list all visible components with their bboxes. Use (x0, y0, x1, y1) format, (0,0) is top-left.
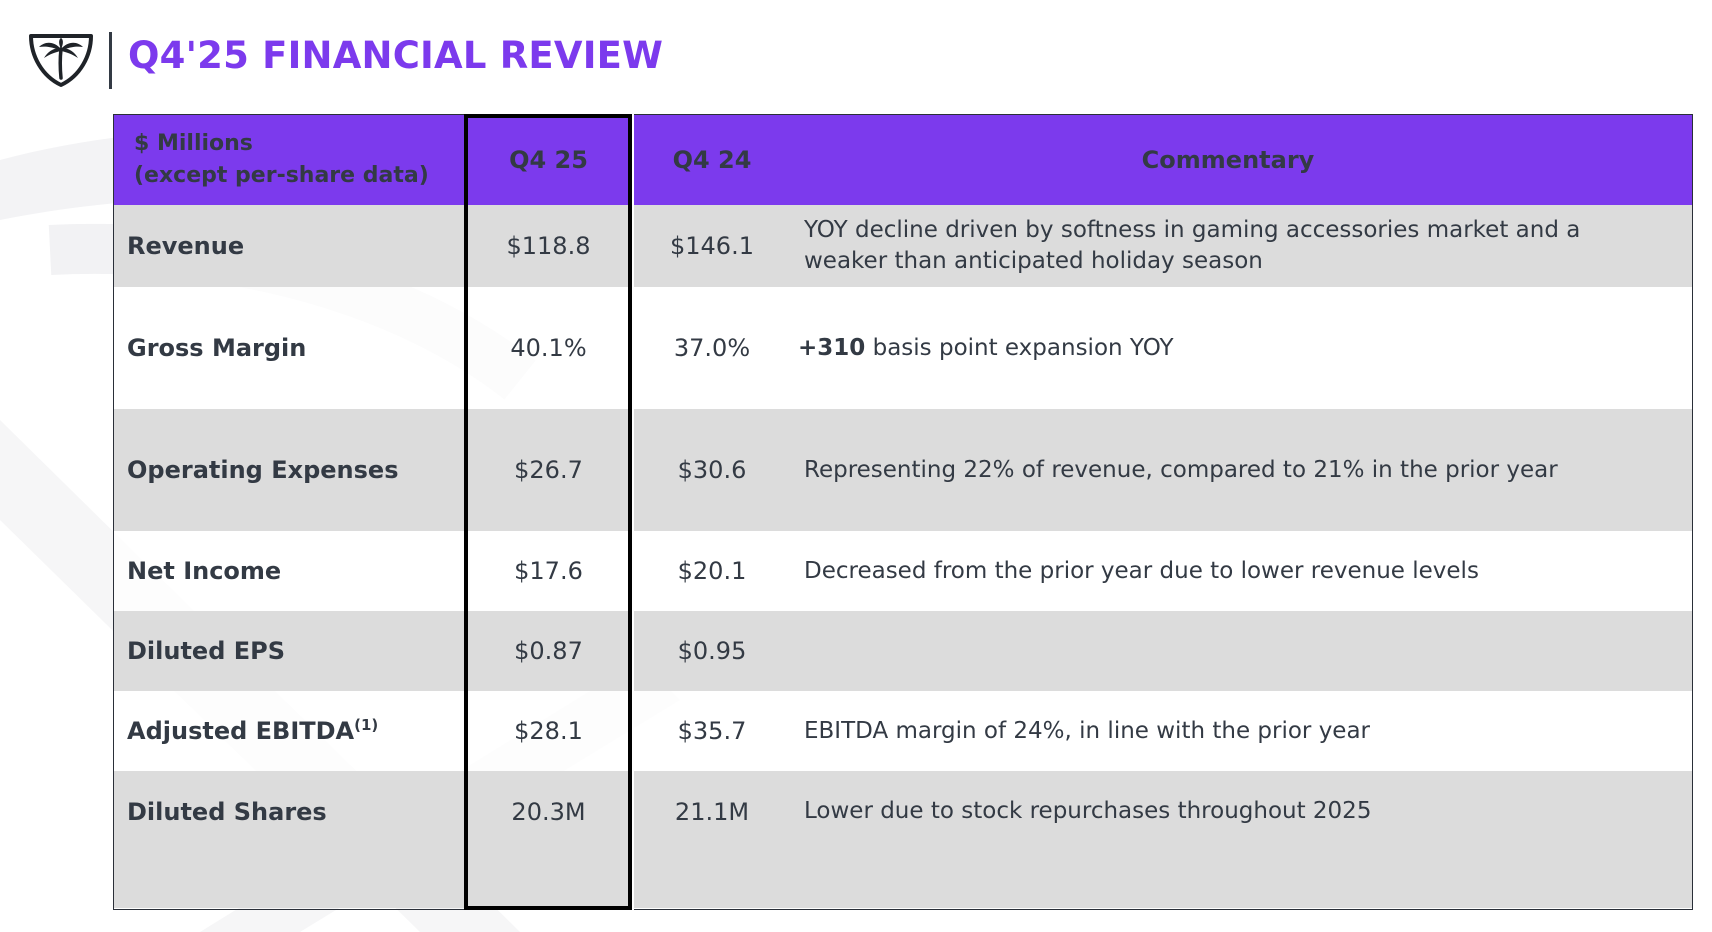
q4-25-value: 40.1% (510, 334, 587, 362)
row-label-text: Adjusted EBITDA (127, 717, 355, 745)
commentary-rest: basis point expansion YOY (865, 334, 1174, 361)
header-q4-24: Q4 24 (672, 146, 752, 174)
palm-tree-shield-icon (29, 34, 93, 87)
q4-25-value: $17.6 (514, 557, 583, 585)
row-label: Gross Margin (127, 334, 307, 362)
table-row-revenue: Revenue $118.8 $146.1 YOY decline driven… (114, 205, 1692, 287)
table-row-net-income: Net Income $17.6 $20.1 Decreased from th… (114, 531, 1692, 611)
table-row-diluted-shares: Diluted Shares 20.3M 21.1M Lower due to … (114, 771, 1692, 908)
table-row-adjusted-ebitda: Adjusted EBITDA(1) $28.1 $35.7 EBITDA ma… (114, 691, 1692, 771)
q4-25-value: $28.1 (514, 717, 583, 745)
commentary-text: Representing 22% of revenue, compared to… (804, 456, 1558, 483)
row-label: Diluted Shares (127, 798, 327, 826)
row-label: Adjusted EBITDA(1) (114, 717, 465, 745)
q4-24-value: 21.1M (674, 798, 750, 826)
commentary-text: Lower due to stock repurchases throughou… (804, 798, 1372, 824)
row-label: Revenue (127, 232, 245, 260)
row-label: Net Income (127, 557, 282, 585)
commentary-text: +310 basis point expansion YOY (792, 333, 1692, 364)
table-row-gross-margin: Gross Margin 40.1% 37.0% +310 basis poin… (114, 287, 1692, 409)
q4-25-value: $118.8 (506, 232, 591, 260)
financial-table: $ Millions (except per-share data) Q4 25… (113, 114, 1693, 910)
header-divider (109, 32, 112, 89)
commentary-bold-value: +310 (798, 334, 866, 361)
commentary-text: EBITDA margin of 24%, in line with the p… (804, 717, 1371, 744)
header-q4-25: Q4 25 (509, 146, 588, 174)
header-units: $ Millions (except per-share data) (114, 128, 465, 192)
q4-24-value: 37.0% (673, 334, 751, 362)
header-units-line1: $ Millions (134, 131, 253, 156)
commentary-text: YOY decline driven by softness in gaming… (804, 217, 1581, 274)
q4-24-value: $146.1 (670, 232, 754, 260)
q4-24-value: $0.95 (677, 637, 747, 665)
footnote-marker: (1) (354, 716, 379, 734)
table-header-row: $ Millions (except per-share data) Q4 25… (114, 115, 1692, 205)
q4-25-value: 20.3M (511, 798, 586, 826)
q4-25-value: $0.87 (514, 637, 583, 665)
page-title: Q4'25 FINANCIAL REVIEW (128, 34, 664, 77)
row-label: Operating Expenses (127, 456, 399, 484)
header-units-line2: (except per-share data) (134, 163, 429, 188)
row-label: Diluted EPS (127, 637, 286, 665)
slide-header: Q4'25 FINANCIAL REVIEW (0, 0, 1712, 110)
q4-24-value: $30.6 (677, 456, 747, 484)
table-row-operating-expenses: Operating Expenses $26.7 $30.6 Represent… (114, 409, 1692, 531)
header-commentary: Commentary (1141, 145, 1315, 174)
table-row-diluted-eps: Diluted EPS $0.87 $0.95 (114, 611, 1692, 691)
q4-24-value: $35.7 (677, 717, 747, 745)
q4-25-value: $26.7 (514, 456, 583, 484)
column-separator (630, 114, 634, 910)
q4-24-value: $20.1 (677, 557, 747, 585)
commentary-text: Decreased from the prior year due to low… (804, 557, 1479, 584)
